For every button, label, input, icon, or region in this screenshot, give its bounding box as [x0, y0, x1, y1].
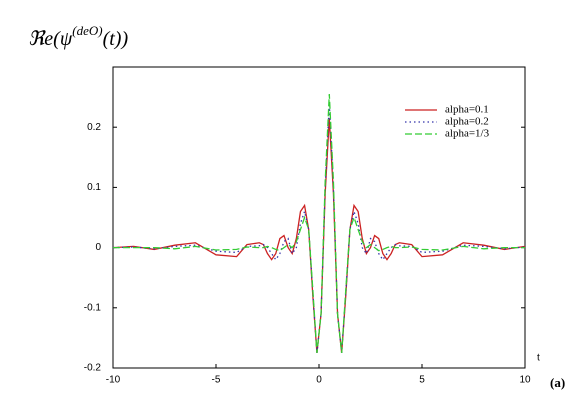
title-rest: (t)) [103, 28, 129, 50]
series-line [113, 94, 525, 354]
legend-label: alpha=1/3 [445, 128, 490, 140]
title-main: ℜe(ψ [28, 28, 73, 50]
series-line [112, 118, 526, 354]
x-axis-label: t [537, 353, 540, 364]
x-tick-label: 10 [519, 375, 531, 386]
x-tick-label: -10 [106, 375, 121, 386]
y-tick-label: 0.1 [87, 182, 101, 193]
y-tick-label: 0.2 [87, 122, 101, 133]
x-tick-label: 5 [419, 375, 425, 386]
y-tick-label: 0 [95, 242, 101, 253]
chart-title: ℜe(ψ(deO)(t)) [28, 23, 128, 50]
legend-label: alpha=0.1 [445, 104, 489, 116]
title-superscript: (deO) [72, 23, 102, 38]
y-tick-label: -0.2 [84, 363, 102, 374]
annotation: (a) [550, 375, 565, 390]
x-tick-label: -5 [212, 375, 221, 386]
y-tick-label: -0.1 [84, 302, 102, 313]
legend-label: alpha=0.2 [445, 116, 489, 128]
x-tick-label: 0 [316, 375, 322, 386]
series-line [112, 103, 526, 354]
